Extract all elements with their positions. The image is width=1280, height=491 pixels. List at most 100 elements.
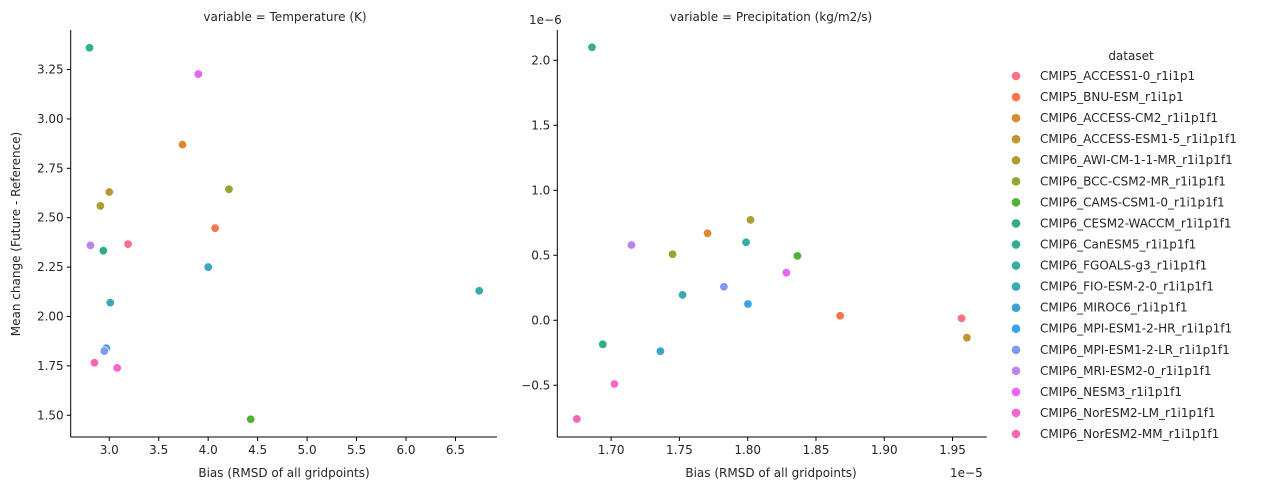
legend-label: CMIP6_CanESM5_r1i1p1f1: [1040, 237, 1196, 251]
scatter-point-CMIP6_FIO-ESM-2-0_r1i1p1f1: [105, 297, 115, 308]
scatter-point-CMIP6_MPI-ESM1-2-LR_r1i1p1f1: [719, 282, 729, 292]
legend-label: CMIP5_ACCESS1-0_r1i1p1: [1040, 69, 1195, 83]
scatter-point-CMIP6_CAMS-CSM1-0_r1i1p1f1: [792, 251, 803, 261]
y-tick-label: 1.5: [531, 118, 550, 132]
y-axis-label: Mean change (Future - Reference): [9, 132, 23, 336]
x-tick-label: 1.90: [871, 443, 898, 457]
scatter-point-CMIP6_NorESM2-MM_r1i1p1f1: [572, 414, 582, 424]
x-tick-label: 1.95: [939, 443, 966, 457]
y-tick-label: 2.0: [531, 53, 550, 67]
legend-marker: [1011, 429, 1021, 439]
legend-label: CMIP6_FIO-ESM-2-0_r1i1p1f1: [1040, 280, 1214, 294]
scatter-point-CMIP6_NorESM2-LM_r1i1p1f1: [112, 363, 122, 373]
legend-marker: [1011, 345, 1021, 355]
legend-label: CMIP6_MPI-ESM1-2-LR_r1i1p1f1: [1040, 343, 1230, 357]
scatter-point-CMIP6_ACCESS-ESM1-5_r1i1p1f1: [962, 332, 972, 343]
y-tick-label: 2.25: [37, 260, 64, 274]
y-tick-label: −0.5: [521, 378, 550, 392]
legend-label: CMIP6_NESM3_r1i1p1f1: [1040, 385, 1182, 399]
legend-label: CMIP6_MRI-ESM2-0_r1i1p1f1: [1040, 364, 1212, 378]
x-tick-label: 5.5: [347, 443, 366, 457]
legend-marker: [1011, 134, 1021, 144]
legend-marker: [1011, 155, 1021, 165]
x-axis-label-precipitation: Bias (RMSD of all gridpoints): [685, 466, 856, 480]
x-tick-label: 5.0: [298, 443, 317, 457]
legend-marker: [1011, 408, 1021, 418]
legend-label: CMIP6_AWI-CM-1-1-MR_r1i1p1f1: [1040, 153, 1233, 167]
x-tick-label: 6.5: [446, 443, 465, 457]
x-tick-label: 6.0: [396, 443, 415, 457]
scatter-point-CMIP6_CanESM5_r1i1p1f1: [84, 43, 95, 53]
x-tick-label: 3.5: [149, 443, 168, 457]
y-tick-label: 1.75: [37, 359, 64, 373]
scatter-point-CMIP6_NESM3_r1i1p1f1: [781, 267, 792, 278]
panel-temperature: variable = Temperature (K) Mean change (…: [9, 10, 497, 480]
scatter-point-CMIP6_MRI-ESM2-0_r1i1p1f1: [626, 240, 637, 250]
legend-marker: [1011, 282, 1021, 291]
scatter-point-CMIP6_MIROC6_r1i1p1f1: [655, 346, 666, 356]
legend-marker: [1011, 303, 1021, 312]
legend-title: dataset: [1108, 49, 1154, 63]
scatter-point-CMIP5_ACCESS1-0_r1i1p1: [956, 313, 967, 324]
legend-label: CMIP6_NorESM2-MM_r1i1p1f1: [1040, 427, 1219, 441]
scatter-point-CMIP6_ACCESS-ESM1-5_r1i1p1f1: [104, 187, 114, 197]
scatter-point-CMIP6_BCC-CSM2-MR_r1i1p1f1: [224, 184, 234, 194]
legend-marker: [1011, 261, 1021, 270]
scatter-point-CMIP6_MPI-ESM1-2-HR_r1i1p1f1: [743, 299, 753, 309]
x-tick-label: 1.75: [666, 443, 693, 457]
x-offset-text: 1e−5: [950, 466, 983, 480]
y-tick-label: 0.0: [531, 313, 550, 327]
scatter-point-CMIP6_CESM2-WACCM_r1i1p1f1: [598, 339, 608, 350]
legend-label: CMIP6_NorESM2-LM_r1i1p1f1: [1040, 406, 1216, 420]
scatter-point-CMIP5_BNU-ESM_r1i1p1: [210, 223, 220, 233]
legend-marker: [1011, 113, 1021, 123]
legend-marker: [1011, 387, 1021, 397]
scatter-point-CMIP6_BCC-CSM2-MR_r1i1p1f1: [667, 249, 678, 259]
legend-marker: [1011, 366, 1021, 376]
scatter-point-CMIP6_ACCESS-CM2_r1i1p1f1: [702, 228, 713, 239]
legend-label: CMIP6_BCC-CSM2-MR_r1i1p1f1: [1040, 174, 1226, 188]
legend-label: CMIP6_CESM2-WACCM_r1i1p1f1: [1040, 216, 1232, 230]
scatter-point-CMIP6_AWI-CM-1-1-MR_r1i1p1f1: [745, 215, 756, 225]
x-tick-label: 4.0: [199, 443, 218, 457]
x-tick-label: 4.5: [248, 443, 267, 457]
legend-label: CMIP6_MPI-ESM1-2-HR_r1i1p1f1: [1040, 322, 1232, 336]
panel-precipitation: variable = Precipitation (kg/m2/s) Bias …: [521, 10, 987, 480]
scatter-point-CMIP6_FIO-ESM-2-0_r1i1p1f1: [677, 290, 688, 300]
legend-marker: [1011, 92, 1021, 102]
legend-marker: [1011, 198, 1021, 207]
scatter-point-CMIP5_BNU-ESM_r1i1p1: [835, 311, 845, 321]
y-tick-label: 1.50: [37, 408, 64, 422]
scatter-point-CMIP6_MPI-ESM1-2-LR_r1i1p1f1: [99, 346, 110, 356]
scatter-point-CMIP6_NorESM2-LM_r1i1p1f1: [609, 379, 620, 389]
scatter-point-CMIP6_MRI-ESM2-0_r1i1p1f1: [85, 240, 96, 251]
x-tick-label: 1.85: [803, 443, 830, 457]
y-tick-label: 1.0: [531, 183, 550, 197]
legend-marker: [1011, 177, 1021, 186]
legend-label: CMIP6_FGOALS-g3_r1i1p1f1: [1040, 259, 1207, 273]
legend-label: CMIP6_CAMS-CSM1-0_r1i1p1f1: [1040, 195, 1225, 209]
legend-marker: [1011, 71, 1021, 81]
y-offset-text: 1e−6: [529, 13, 562, 27]
legend-label: CMIP5_BNU-ESM_r1i1p1: [1040, 90, 1184, 104]
scatter-point-CMIP6_CanESM5_r1i1p1f1: [587, 42, 597, 52]
legend: dataset CMIP5_ACCESS1-0_r1i1p1 CMIP5_BNU-…: [1011, 49, 1237, 441]
legend-marker: [1011, 240, 1021, 249]
legend-label: CMIP6_ACCESS-ESM1-5_r1i1p1f1: [1040, 132, 1237, 146]
y-tick-label: 0.5: [531, 248, 550, 262]
x-tick-label: 1.70: [598, 443, 625, 457]
x-axis-label-temperature: Bias (RMSD of all gridpoints): [198, 466, 369, 480]
scatter-point-CMIP6_FGOALS-g3_r1i1p1f1: [741, 237, 751, 247]
x-tick-label: 3.0: [100, 443, 119, 457]
scatter-point-CMIP6_MIROC6_r1i1p1f1: [203, 262, 213, 272]
scatter-point-CMIP6_NorESM2-MM_r1i1p1f1: [89, 358, 100, 368]
panel-title-precipitation: variable = Precipitation (kg/m2/s): [670, 10, 873, 24]
panel-title-temperature: variable = Temperature (K): [203, 10, 366, 24]
x-tick-label: 1.80: [734, 443, 761, 457]
scatter-point-CMIP6_CAMS-CSM1-0_r1i1p1f1: [246, 414, 256, 424]
legend-marker: [1011, 219, 1021, 228]
y-tick-label: 2.00: [37, 309, 64, 323]
y-tick-label: 2.50: [37, 211, 64, 225]
scatter-point-CMIP5_ACCESS1-0_r1i1p1: [123, 239, 133, 249]
